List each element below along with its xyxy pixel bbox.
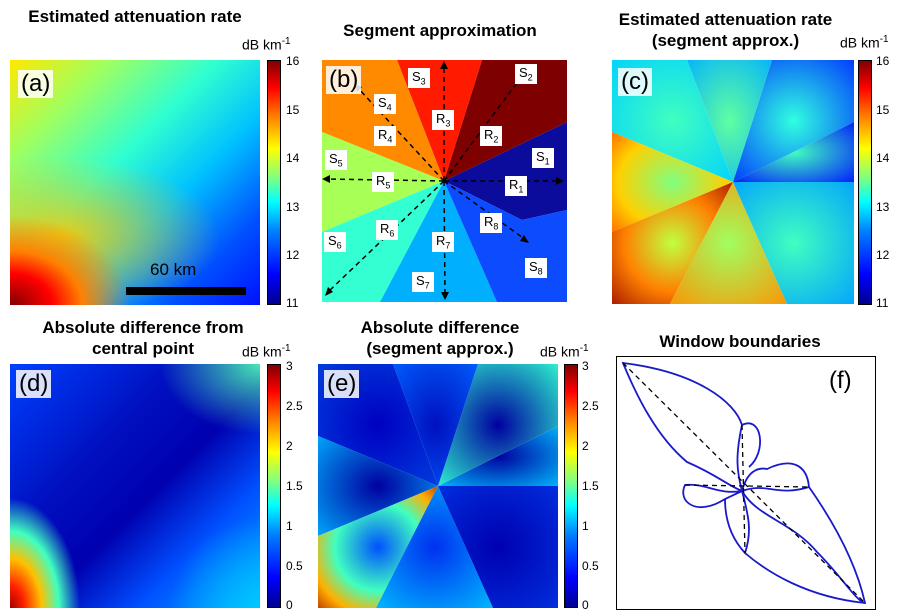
colorbar-a-tick: 14	[286, 151, 300, 165]
colorbar-d-tick: 2.5	[286, 399, 303, 413]
scale-bar	[126, 287, 246, 295]
unit-label-d: dB km-1	[242, 343, 291, 360]
panel-label-c: (c)	[618, 68, 652, 96]
colorbar-e-tick: 1.5	[582, 479, 599, 493]
label-r7: R7	[432, 232, 455, 252]
colorbar-d-tick: 0	[286, 598, 293, 612]
title-e: Absolute difference (segment approx.)	[360, 318, 520, 358]
panel-d-difference-map: (d)	[10, 364, 260, 608]
label-r3: R3	[432, 110, 455, 130]
colorbar-d-tick: 0.5	[286, 559, 303, 573]
title-f: Window boundaries	[659, 332, 821, 351]
colorbar-c-tick: 13	[876, 200, 890, 214]
label-s1: S1	[532, 148, 554, 168]
panel-a-attenuation-map: (a) 60 km	[10, 60, 260, 305]
label-s7: S7	[412, 272, 434, 292]
panel-label-a: (a)	[18, 70, 54, 98]
colorbar-d-tick: 1.5	[286, 479, 303, 493]
label-r5: R5	[372, 172, 395, 192]
colorbar-a-tick: 13	[286, 200, 300, 214]
label-r6: R6	[376, 220, 399, 240]
window-boundary-diagram	[621, 361, 867, 605]
title-d: Absolute difference from central point	[42, 318, 244, 358]
segment-s6	[322, 181, 444, 302]
colorbar-e-tick: 0	[582, 598, 589, 612]
colorbar-c-tick: 12	[876, 248, 890, 262]
colorbar-a-tick: 11	[286, 296, 299, 310]
label-s4: S4	[374, 94, 396, 114]
title-c: Estimated attenuation rate (segment appr…	[618, 10, 833, 50]
colorbar-c-tick: 15	[876, 103, 890, 117]
label-s2: S2	[515, 64, 537, 84]
colorbar-d-tick: 1	[286, 519, 293, 533]
colorbar-e-tick: 3	[582, 359, 589, 373]
colorbar-e-tick: 2.5	[582, 399, 599, 413]
unit-label-a: dB km-1	[242, 36, 291, 53]
colorbar-a-tick: 12	[286, 248, 300, 262]
panel-label-e: (e)	[324, 370, 360, 398]
panel-c-segment-attenuation-map: (c)	[612, 60, 854, 304]
colorbar-e-tick: 1	[582, 519, 589, 533]
panel-f-window-boundaries: (f)	[616, 356, 876, 610]
panel-b-segment-map: S3 S2 S4 R3 R4 R2 S5 S1 R5 R1 R8 R6 S6 R…	[322, 60, 567, 302]
title-b: Segment approximation	[343, 21, 537, 40]
segment-s2	[444, 60, 567, 181]
colorbar-d	[267, 364, 281, 608]
unit-label-e: dB km-1	[540, 343, 589, 360]
scale-bar-label: 60 km	[150, 260, 197, 279]
segment-difference-diagram	[318, 364, 558, 608]
label-r8: R8	[480, 213, 503, 233]
colorbar-e	[564, 364, 578, 608]
panel-label-f: (f)	[829, 367, 852, 394]
colorbar-d-tick: 2	[286, 439, 293, 453]
colorbar-c-tick: 14	[876, 151, 890, 165]
colorbar-c-tick: 16	[876, 54, 890, 68]
title-a: Estimated attenuation rate	[28, 7, 242, 26]
label-s3: S3	[408, 68, 430, 88]
panel-e-segment-difference-map: (e)	[318, 364, 558, 608]
colorbar-a	[267, 60, 281, 305]
segment-s1b	[444, 181, 567, 220]
label-r1: R1	[505, 176, 528, 196]
unit-label-c: dB km-1	[840, 34, 889, 51]
colorbar-e-tick: 2	[582, 439, 589, 453]
colorbar-a-tick: 16	[286, 54, 300, 68]
label-s6: S6	[324, 232, 346, 252]
colorbar-e-tick: 0.5	[582, 559, 599, 573]
label-s8: S8	[525, 258, 547, 278]
label-s5: S5	[325, 150, 347, 170]
colorbar-c-tick: 11	[876, 296, 889, 310]
panel-label-d: (d)	[16, 370, 52, 398]
panel-label-b: (b)	[326, 66, 362, 94]
label-r4: R4	[374, 126, 397, 146]
colorbar-a-tick: 15	[286, 103, 300, 117]
colorbar-d-tick: 3	[286, 359, 293, 373]
segment-attenuation-diagram	[612, 60, 854, 304]
label-r2: R2	[480, 126, 503, 146]
colorbar-c	[858, 60, 872, 305]
